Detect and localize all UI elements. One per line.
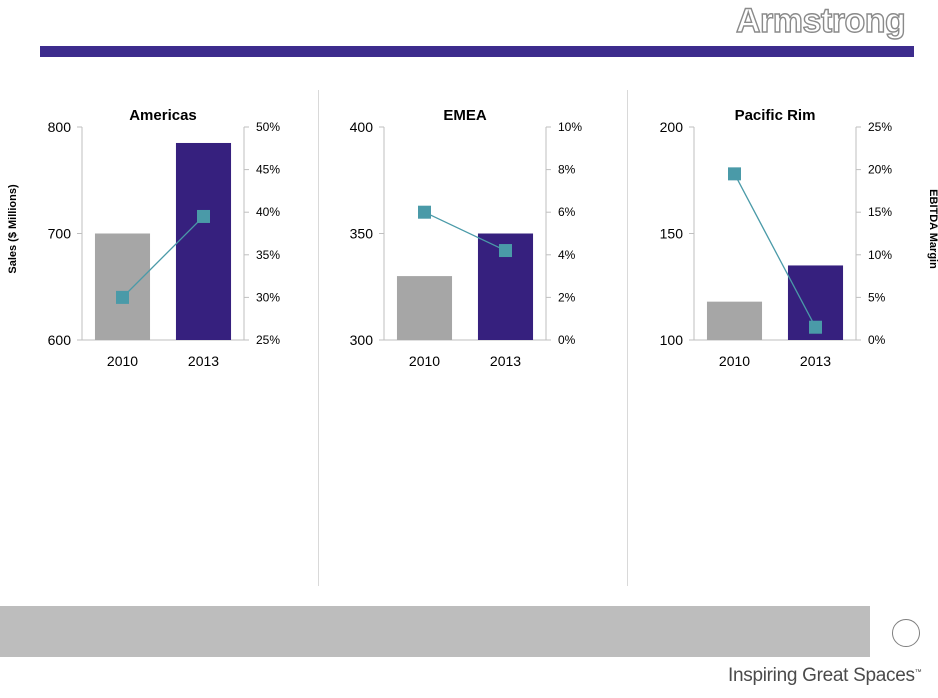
right-tick-label: 5% <box>868 290 886 304</box>
margin-line <box>122 216 204 298</box>
left-tick-label: 350 <box>350 226 374 242</box>
left-tick-label: 150 <box>660 226 684 242</box>
margin-marker <box>197 209 210 223</box>
pacific-rim-chart: Pacific Rim 100 150 200 0% 5% 10% 15% 20% 25% 2010… <box>660 107 893 369</box>
right-tick-label: 4% <box>558 248 576 262</box>
trademark-mark: ™ <box>914 669 922 676</box>
right-tick-label: 2% <box>558 290 576 304</box>
right-tick-label: 45% <box>256 163 280 177</box>
armstrong-logo: Armstrong <box>735 1 922 46</box>
sales-bar <box>175 142 232 340</box>
right-tick-label: 30% <box>256 290 280 304</box>
right-tick-label: 35% <box>256 248 280 262</box>
right-tick-label: 8% <box>558 163 576 177</box>
chart-title: Americas <box>129 107 197 124</box>
margin-marker <box>809 320 822 334</box>
margin-line <box>424 211 506 252</box>
sales-bar <box>396 276 453 340</box>
panel-divider <box>318 90 319 586</box>
page-number-circle <box>892 619 920 647</box>
right-tick-label: 25% <box>868 120 892 134</box>
left-tick-label: 700 <box>48 226 72 242</box>
margin-marker <box>418 205 431 219</box>
left-tick-label: 100 <box>660 332 684 348</box>
category-label: 2013 <box>800 353 831 369</box>
margin-marker <box>499 244 512 258</box>
right-tick-label: 0% <box>558 333 576 347</box>
right-tick-label: 15% <box>868 205 892 219</box>
sales-bar <box>94 233 151 340</box>
right-axis-title: EBITDA Margin <box>927 189 938 269</box>
right-tick-label: 20% <box>868 163 892 177</box>
footer-bar <box>0 606 870 657</box>
header-accent-bar <box>40 46 914 57</box>
left-tick-label: 800 <box>48 119 72 135</box>
right-tick-label: 10% <box>558 120 582 134</box>
chart-title: EMEA <box>443 107 487 124</box>
americas-chart: Americas 600 700 800 25% 30% 35% 40% 45% 50% 2010 2… <box>48 107 281 369</box>
category-label: 2010 <box>719 353 750 369</box>
category-label: 2013 <box>490 353 521 369</box>
category-label: 2010 <box>409 353 440 369</box>
left-axis-title: Sales ($ Millions) <box>7 184 19 274</box>
right-tick-label: 10% <box>868 248 892 262</box>
right-tick-label: 6% <box>558 205 576 219</box>
logo-wordmark: Armstrong <box>735 1 906 40</box>
right-tick-label: 0% <box>868 333 886 347</box>
emea-chart: EMEA 300 350 400 0% 2% 4% 6% 8% 10% 2010 2013 <box>350 107 583 369</box>
margin-marker <box>116 290 129 304</box>
left-tick-label: 600 <box>48 332 72 348</box>
right-tick-label: 25% <box>256 333 280 347</box>
tagline-text: Inspiring Great Spaces <box>728 665 915 686</box>
left-tick-label: 200 <box>660 119 684 135</box>
sales-bar <box>706 301 763 340</box>
right-tick-label: 40% <box>256 205 280 219</box>
left-tick-label: 300 <box>350 332 374 348</box>
category-label: 2013 <box>188 353 219 369</box>
tagline: Inspiring Great Spaces™ <box>728 665 922 687</box>
chart-title: Pacific Rim <box>735 107 816 124</box>
margin-marker <box>728 167 741 181</box>
left-tick-label: 400 <box>350 119 374 135</box>
right-tick-label: 50% <box>256 120 280 134</box>
margin-line <box>733 173 817 328</box>
category-label: 2010 <box>107 353 138 369</box>
panel-divider <box>627 90 628 586</box>
